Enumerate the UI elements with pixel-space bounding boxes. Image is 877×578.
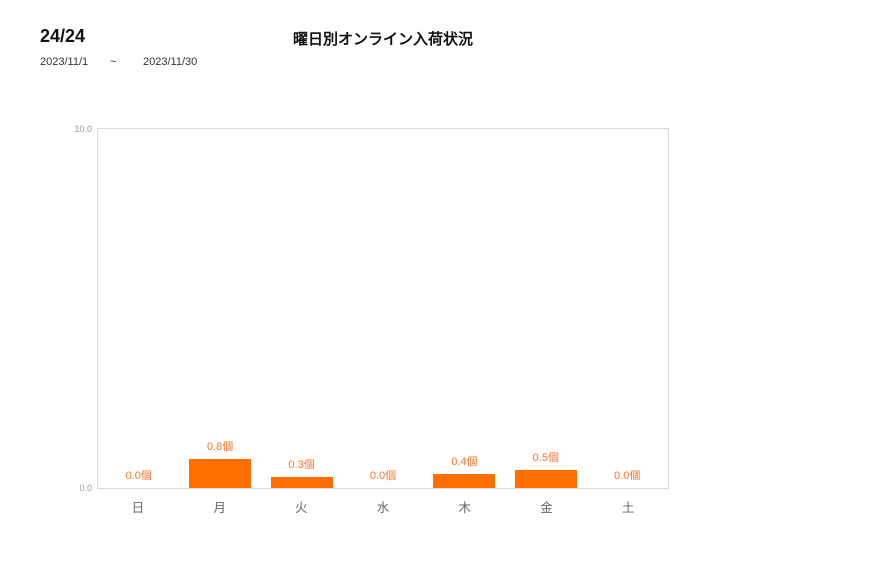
x-axis-label-火: 火 <box>295 501 308 515</box>
bar-value-label: 0.5個 <box>532 452 559 464</box>
bar-slot-月: 0.8個 <box>179 129 260 488</box>
y-axis-tick-min: 0.0 <box>79 483 92 493</box>
date-range-separator: ~ <box>110 56 117 68</box>
bar <box>433 474 496 488</box>
bar-slot-日: 0.0個 <box>98 129 179 488</box>
x-axis-label-日: 日 <box>131 501 145 515</box>
bar-value-label: 0.0個 <box>614 470 641 482</box>
x-axis-label-木: 木 <box>458 501 471 515</box>
bar-value-label: 0.4個 <box>451 456 478 468</box>
y-axis-tick-max: 10.0 <box>74 124 92 134</box>
chart-title: 曜日別オンライン入荷状況 <box>292 31 473 48</box>
bar-slot-水: 0.0個 <box>342 129 423 488</box>
bar <box>189 459 252 488</box>
bar <box>270 477 333 488</box>
x-axis-label-月: 月 <box>213 501 226 515</box>
bar-value-label: 0.3個 <box>288 459 315 471</box>
bar-value-label: 0.8個 <box>206 441 234 453</box>
bar-slot-金: 0.5個 <box>505 129 586 488</box>
bar-chart-plot-area: 10.0 0.0 0.0個 0.8個 0.3個 0.0個 0.4個 0.5個 0.0個 <box>74 124 669 493</box>
bar-slot-木: 0.4個 <box>424 129 505 488</box>
x-axis-label-金: 金 <box>540 501 553 515</box>
bar-value-label: 0.0個 <box>125 470 152 482</box>
date-to: 2023/11/30 <box>143 56 198 68</box>
report-count: 24/24 <box>40 26 86 46</box>
bars-container: 0.0個 0.8個 0.3個 0.0個 0.4個 0.5個 0.0個 <box>98 129 668 488</box>
bar-slot-土: 0.0個 <box>587 129 668 488</box>
date-from: 2023/11/1 <box>40 56 89 68</box>
bar-slot-火: 0.3個 <box>261 129 342 488</box>
x-axis-labels: 日月火水木金土 <box>97 497 669 516</box>
bar <box>514 470 577 488</box>
x-axis-label-水: 水 <box>376 501 390 515</box>
bar-value-label: 0.0個 <box>369 470 397 482</box>
x-axis-label-土: 土 <box>621 501 635 515</box>
